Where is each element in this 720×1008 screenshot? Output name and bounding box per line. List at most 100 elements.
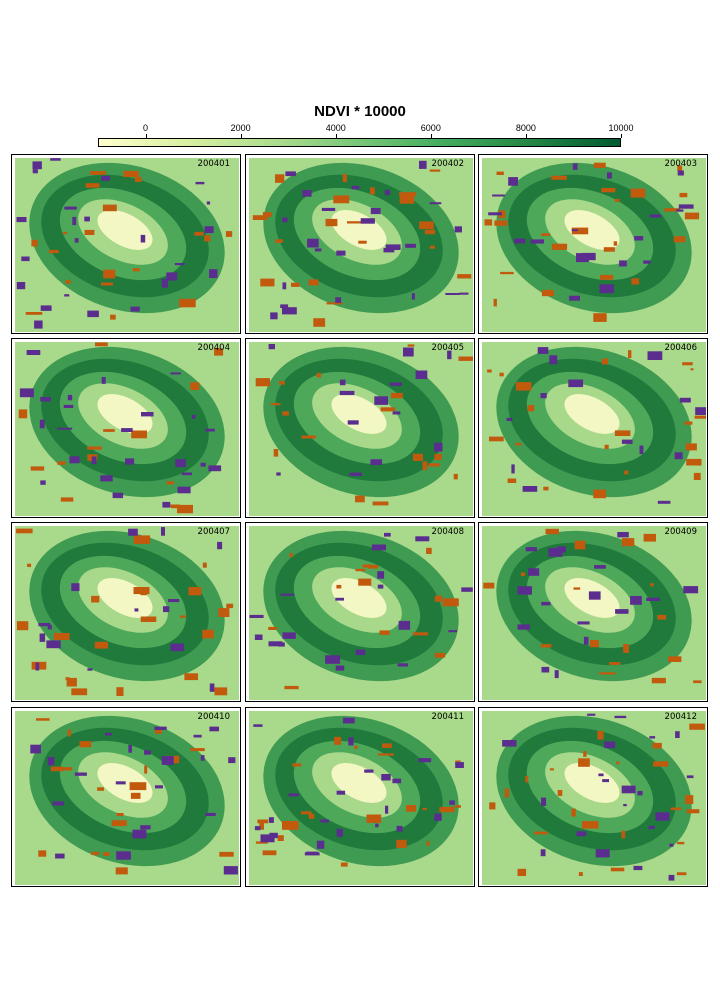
anomaly-patch-purple <box>668 874 675 881</box>
anomaly-patch-orange <box>685 795 694 804</box>
anomaly-patch-orange <box>677 165 683 171</box>
anomaly-patch-orange <box>177 504 193 514</box>
anomaly-patch-orange <box>621 830 626 839</box>
anomaly-patch-orange <box>504 788 510 798</box>
anomaly-patch-orange <box>202 629 214 639</box>
anomaly-patch-orange <box>372 501 389 506</box>
anomaly-patch-purple <box>525 547 537 552</box>
anomaly-patch-orange <box>593 313 607 322</box>
anomaly-patch-orange <box>84 229 95 235</box>
anomaly-patch-purple <box>492 194 505 197</box>
anomaly-patch-orange <box>496 171 504 175</box>
anomaly-patch-orange <box>370 187 375 195</box>
anomaly-patch-orange <box>434 652 446 658</box>
anomaly-patch-orange <box>133 535 151 544</box>
anomaly-patch-orange <box>525 776 529 783</box>
anomaly-patch-orange <box>252 215 268 220</box>
panel-date-label: 200409 <box>664 527 697 537</box>
anomaly-patch-orange <box>71 688 88 696</box>
anomaly-patch-purple <box>170 643 185 652</box>
anomaly-patch-orange <box>673 236 686 243</box>
anomaly-patch-purple <box>571 229 578 232</box>
anomaly-patch-orange <box>358 578 372 586</box>
map-panel: 200409 <box>478 522 708 702</box>
anomaly-patch-purple <box>50 158 61 161</box>
anomaly-patch-orange <box>651 677 666 684</box>
summit <box>564 763 620 803</box>
anomaly-patch-orange <box>133 587 150 595</box>
anomaly-patch-purple <box>461 587 473 592</box>
anomaly-patch-purple <box>335 597 344 601</box>
anomaly-patch-orange <box>79 741 92 748</box>
anomaly-patch-purple <box>348 737 354 746</box>
anomaly-patch-purple <box>595 849 610 858</box>
anomaly-patch-purple <box>74 772 87 776</box>
ndvi-raster <box>15 158 239 332</box>
anomaly-patch-purple <box>55 853 65 859</box>
anomaly-patch-purple <box>191 414 196 419</box>
anomaly-patch-purple <box>314 248 322 252</box>
anomaly-patch-orange <box>202 562 207 568</box>
anomaly-patch-purple <box>140 234 146 243</box>
anomaly-patch-purple <box>307 238 319 248</box>
anomaly-patch-orange <box>453 473 458 480</box>
anomaly-patch-purple <box>448 630 458 633</box>
anomaly-patch-orange <box>653 761 669 767</box>
summit <box>331 394 387 434</box>
anomaly-patch-orange <box>599 672 616 675</box>
anomaly-patch-purple <box>195 181 205 185</box>
anomaly-patch-purple <box>649 214 662 218</box>
anomaly-patch-orange <box>458 356 473 361</box>
panel-date-label: 200407 <box>197 527 230 537</box>
anomaly-patch-orange <box>682 362 693 366</box>
anomaly-patch-purple <box>285 171 296 177</box>
anomaly-patch-orange <box>693 680 702 684</box>
anomaly-patch-purple <box>454 226 462 233</box>
anomaly-patch-orange <box>689 723 705 730</box>
anomaly-patch-orange <box>25 312 43 315</box>
anomaly-patch-purple <box>598 773 604 777</box>
anomaly-patch-purple <box>32 169 38 174</box>
anomaly-patch-orange <box>429 169 441 172</box>
anomaly-patch-orange <box>551 243 568 250</box>
anomaly-patch-purple <box>87 310 99 318</box>
anomaly-patch-orange <box>380 407 396 412</box>
anomaly-patch-orange <box>581 821 599 829</box>
anomaly-patch-purple <box>276 472 281 476</box>
anomaly-patch-purple <box>655 812 670 821</box>
anomaly-patch-purple <box>572 163 578 170</box>
anomaly-patch-purple <box>19 388 34 398</box>
anomaly-patch-orange <box>616 761 620 765</box>
anomaly-patch-orange <box>643 533 656 542</box>
anomaly-patch-purple <box>445 293 460 295</box>
anomaly-patch-purple <box>385 244 401 250</box>
ndvi-raster <box>249 526 473 700</box>
anomaly-patch-purple <box>587 713 596 716</box>
anomaly-patch-purple <box>204 226 214 234</box>
anomaly-patch-purple <box>339 379 346 386</box>
anomaly-patch-orange <box>190 748 205 752</box>
anomaly-patch-purple <box>674 452 683 460</box>
anomaly-patch-purple <box>381 774 391 781</box>
anomaly-patch-orange <box>429 245 435 249</box>
anomaly-patch-purple <box>634 236 644 241</box>
anomaly-patch-purple <box>100 475 113 482</box>
anomaly-patch-orange <box>300 811 312 815</box>
anomaly-patch-purple <box>392 778 402 784</box>
anomaly-patch-orange <box>551 175 567 180</box>
chart-title: NDVI * 10000 <box>314 103 406 120</box>
color-key-tick-mark <box>621 134 622 138</box>
anomaly-patch-purple <box>370 459 383 465</box>
anomaly-patch-purple <box>540 849 546 857</box>
anomaly-patch-purple <box>577 621 590 625</box>
anomaly-patch-orange <box>601 187 616 193</box>
anomaly-patch-orange <box>623 644 629 653</box>
panel-date-label: 200402 <box>431 159 464 169</box>
anomaly-patch-purple <box>630 596 642 605</box>
anomaly-patch-orange <box>379 630 390 635</box>
anomaly-patch-purple <box>181 472 192 476</box>
anomaly-patch-orange <box>275 239 283 243</box>
anomaly-patch-purple <box>115 781 126 785</box>
anomaly-patch-orange <box>262 850 277 856</box>
anomaly-patch-purple <box>162 501 171 508</box>
